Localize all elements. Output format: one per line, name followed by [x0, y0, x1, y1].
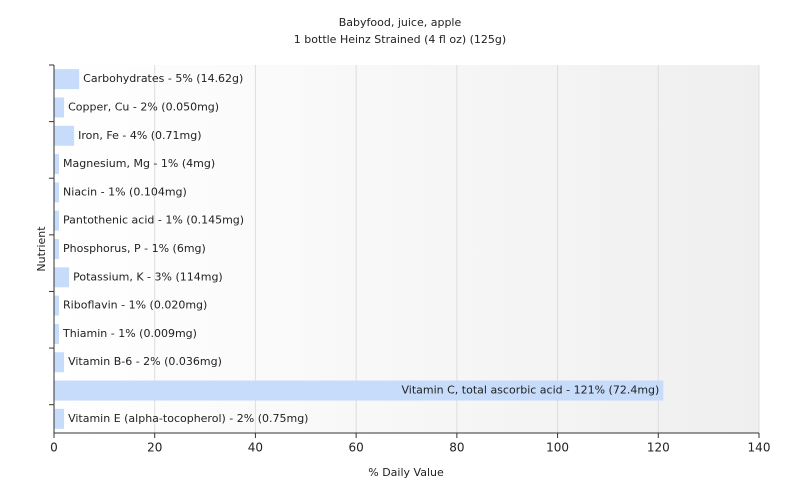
- x-tick-label: 80: [449, 441, 464, 455]
- bar: [54, 210, 60, 231]
- value-label: Vitamin C, total ascorbic acid - 121% (7…: [401, 384, 659, 397]
- bar: [54, 323, 60, 344]
- chart-title: Babyfood, juice, apple: [339, 16, 462, 29]
- value-label: Riboflavin - 1% (0.020mg): [63, 299, 207, 312]
- x-tick-label: 100: [546, 441, 569, 455]
- x-axis-label: % Daily Value: [368, 466, 444, 479]
- plot-background: [54, 65, 759, 433]
- bar: [54, 408, 65, 429]
- value-label: Magnesium, Mg - 1% (4mg): [63, 157, 215, 170]
- value-label: Thiamin - 1% (0.009mg): [62, 327, 197, 340]
- bar: [54, 69, 80, 90]
- value-label: Vitamin B-6 - 2% (0.036mg): [68, 355, 222, 368]
- x-tick-label: 120: [647, 441, 670, 455]
- bar: [54, 352, 65, 373]
- y-axis-label: Nutrient: [35, 226, 48, 272]
- bar: [54, 97, 65, 118]
- bar: [54, 125, 75, 146]
- x-tick-label: 140: [748, 441, 771, 455]
- x-tick-label: 0: [50, 441, 58, 455]
- value-label: Niacin - 1% (0.104mg): [63, 185, 187, 198]
- x-tick-label: 20: [147, 441, 162, 455]
- x-tick-label: 40: [248, 441, 263, 455]
- bar: [54, 380, 664, 401]
- bar: [54, 239, 60, 259]
- value-label: Pantothenic acid - 1% (0.145mg): [63, 214, 244, 227]
- bar: [54, 154, 60, 175]
- value-label: Iron, Fe - 4% (0.71mg): [78, 129, 201, 142]
- value-label: Carbohydrates - 5% (14.62g): [83, 72, 243, 85]
- value-label: Copper, Cu - 2% (0.050mg): [68, 100, 219, 113]
- value-label: Potassium, K - 3% (114mg): [73, 270, 223, 283]
- bar: [54, 267, 70, 288]
- x-tick-label: 60: [349, 441, 364, 455]
- bar: [54, 295, 60, 316]
- value-label: Phosphorus, P - 1% (6mg): [63, 242, 206, 255]
- value-label: Vitamin E (alpha-tocopherol) - 2% (0.75m…: [68, 412, 308, 425]
- chart-subtitle: 1 bottle Heinz Strained (4 fl oz) (125g): [294, 33, 506, 46]
- bar: [54, 182, 60, 203]
